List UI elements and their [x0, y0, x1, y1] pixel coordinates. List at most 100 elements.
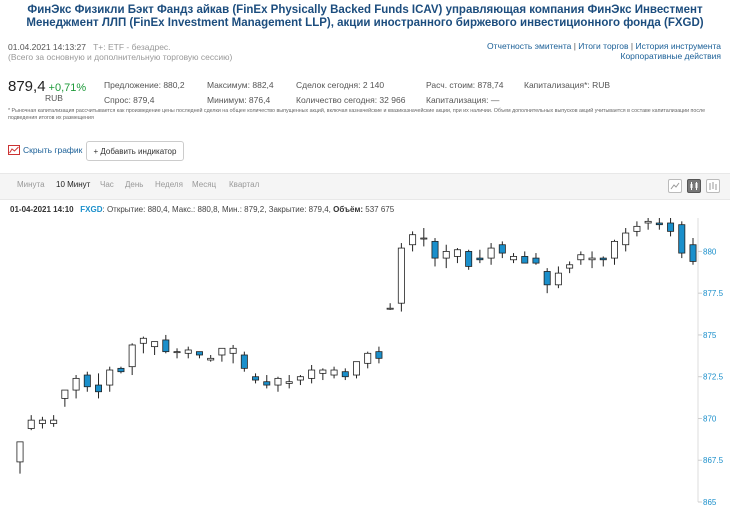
tab-week[interactable]: Неделя: [155, 180, 183, 189]
currency: RUB: [45, 93, 63, 103]
candle[interactable]: [588, 251, 596, 269]
line-chart-icon[interactable]: [668, 179, 682, 193]
candle[interactable]: [655, 218, 663, 230]
candle[interactable]: [667, 218, 675, 237]
ohlc-values: : Открытие: 880,4, Макс.: 880,8, Мин.: 8…: [102, 205, 334, 214]
candle[interactable]: [409, 231, 417, 252]
candle[interactable]: [173, 348, 181, 359]
candle[interactable]: [285, 375, 293, 389]
candle[interactable]: [633, 221, 641, 237]
candle[interactable]: [375, 346, 383, 364]
candle[interactable]: [308, 365, 316, 384]
candle-body-up: [397, 247, 405, 304]
candle[interactable]: [442, 244, 450, 269]
bar-chart-icon[interactable]: [706, 179, 720, 193]
corporate-actions-link[interactable]: Корпоративные действия: [620, 51, 722, 61]
candle[interactable]: [678, 221, 686, 259]
tab-month[interactable]: Месяц: [192, 180, 217, 189]
capitalization-star-stat: Капитализация*: RUB: [524, 80, 611, 90]
candle[interactable]: [554, 266, 562, 289]
candle[interactable]: [353, 361, 360, 379]
candle[interactable]: [577, 251, 585, 265]
candle[interactable]: [83, 371, 91, 392]
candle[interactable]: [274, 376, 282, 392]
candle-body-down: [117, 367, 125, 373]
max-stat: Максимум: 882,4: [207, 80, 274, 90]
candle[interactable]: [38, 416, 46, 429]
candle[interactable]: [476, 249, 484, 264]
candle[interactable]: [397, 243, 405, 312]
candle[interactable]: [622, 228, 630, 252]
candle[interactable]: [498, 241, 506, 259]
candle[interactable]: [296, 375, 304, 386]
candle[interactable]: [252, 373, 260, 384]
candle[interactable]: [117, 366, 125, 374]
candle[interactable]: [465, 249, 473, 270]
candle[interactable]: [139, 336, 147, 354]
candle[interactable]: [207, 354, 215, 362]
candle[interactable]: [184, 346, 192, 359]
candle[interactable]: [72, 375, 80, 399]
candle[interactable]: [364, 351, 372, 369]
candle[interactable]: [386, 303, 394, 310]
candle[interactable]: [543, 268, 551, 294]
candle[interactable]: [330, 366, 338, 379]
candle[interactable]: [510, 253, 518, 264]
candle-body-up: [173, 351, 181, 354]
candle[interactable]: [487, 243, 495, 265]
candle[interactable]: [151, 341, 159, 355]
candle-body-up: [61, 389, 69, 399]
candle-body-up: [296, 376, 304, 381]
candle[interactable]: [95, 373, 103, 399]
candle-body-up: [588, 257, 596, 261]
candle-body-down: [465, 251, 473, 267]
chart-type-toolbar: [668, 179, 720, 193]
candle[interactable]: [532, 253, 540, 265]
candle[interactable]: [16, 441, 24, 474]
tab-10-minutes[interactable]: 10 Минут: [56, 180, 91, 189]
candle[interactable]: [162, 334, 170, 354]
candle[interactable]: [319, 368, 327, 381]
candle-body-down: [476, 257, 484, 261]
candle[interactable]: [195, 351, 203, 359]
candle-body-up: [353, 361, 360, 376]
candle[interactable]: [240, 351, 248, 372]
candle[interactable]: [341, 368, 349, 381]
instrument-history-link[interactable]: История инструмента: [635, 41, 722, 51]
candle-body-up: [554, 272, 562, 286]
candle[interactable]: [128, 343, 136, 376]
timeframe-tabs: Минута 10 Минут Час День Неделя Месяц Кв…: [0, 173, 730, 200]
candle[interactable]: [27, 415, 35, 431]
candle[interactable]: [689, 238, 697, 265]
tab-quarter[interactable]: Квартал: [229, 180, 260, 189]
tab-day[interactable]: День: [125, 180, 144, 189]
candle[interactable]: [229, 344, 237, 364]
add-indicator-button[interactable]: + Добавить индикатор: [86, 141, 184, 161]
trade-results-link[interactable]: Итоги торгов: [578, 41, 629, 51]
candle[interactable]: [61, 389, 69, 407]
tab-minute[interactable]: Минута: [17, 180, 45, 189]
candle[interactable]: [218, 347, 226, 362]
candle[interactable]: [431, 238, 439, 267]
candle[interactable]: [566, 261, 574, 274]
candle[interactable]: [599, 256, 607, 267]
candle[interactable]: [50, 415, 58, 427]
candle-body-down: [162, 339, 170, 353]
deals-stat: Сделок сегодня: 2 140: [296, 80, 385, 90]
candle[interactable]: [644, 218, 652, 230]
candle[interactable]: [263, 375, 271, 389]
candle-body-up: [510, 256, 518, 261]
candle[interactable]: [420, 228, 428, 247]
candle[interactable]: [453, 248, 461, 264]
candle[interactable]: [610, 239, 618, 265]
candlestick-chart[interactable]: 865 867.5 870 872.5 875 877.5 880: [0, 218, 730, 509]
issuer-report-link[interactable]: Отчетность эмитента: [487, 41, 572, 51]
tab-hour[interactable]: Час: [100, 180, 114, 189]
candlestick-chart-icon[interactable]: [687, 179, 701, 193]
quantity-stat: Количество сегодня: 32 966: [296, 95, 406, 105]
candle[interactable]: [521, 251, 529, 264]
y-tick-label: 872.5: [703, 373, 724, 382]
bid-stat: Спрос: 879,4: [104, 95, 155, 105]
candle[interactable]: [106, 366, 114, 392]
hide-chart-link[interactable]: Скрыть график: [8, 145, 82, 155]
